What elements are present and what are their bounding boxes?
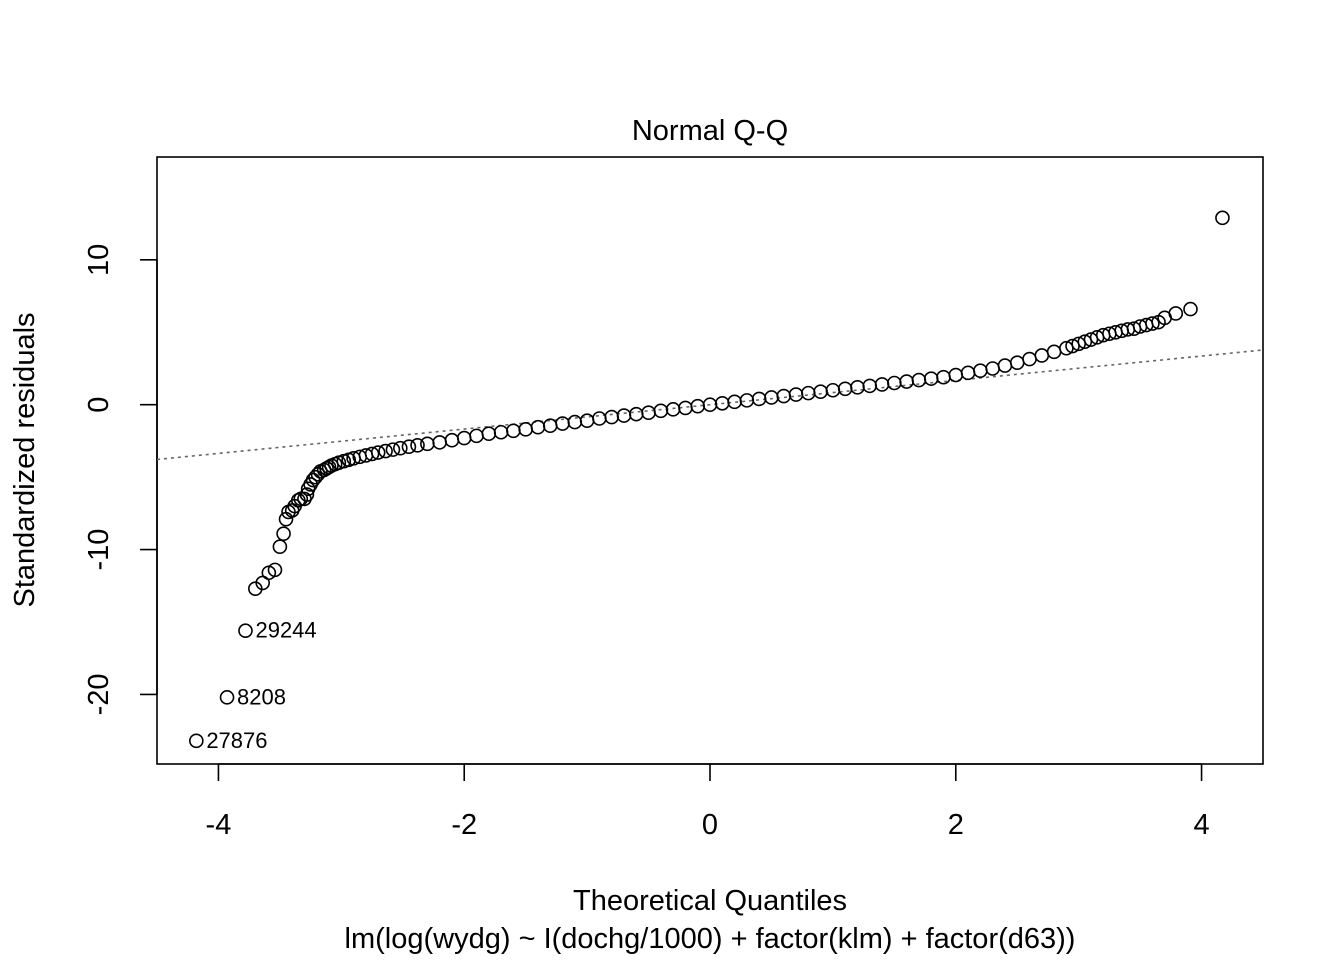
data-point bbox=[764, 390, 779, 405]
chart-subtitle: lm(log(wydg) ~ I(dochg/1000) + factor(kl… bbox=[345, 923, 1076, 955]
data-point bbox=[444, 432, 460, 448]
data-point bbox=[1009, 355, 1025, 371]
data-point bbox=[493, 424, 509, 440]
data-point bbox=[219, 690, 235, 705]
data-point bbox=[370, 445, 386, 460]
data-point bbox=[1034, 348, 1050, 363]
data-point bbox=[410, 437, 425, 453]
x-tick-label: 2 bbox=[948, 809, 964, 841]
x-axis-title: Theoretical Quantiles bbox=[573, 885, 847, 917]
data-point bbox=[936, 369, 951, 385]
data-point bbox=[616, 408, 632, 423]
data-point bbox=[653, 403, 669, 419]
data-point bbox=[420, 436, 435, 452]
data-point bbox=[997, 358, 1013, 373]
data-point bbox=[276, 526, 291, 541]
data-point bbox=[579, 413, 595, 428]
data-point bbox=[948, 367, 964, 383]
y-tick-label: -10 bbox=[83, 529, 115, 571]
data-point bbox=[506, 423, 521, 439]
y-tick-label: 0 bbox=[83, 397, 115, 413]
data-point bbox=[1168, 306, 1184, 321]
data-point bbox=[469, 428, 484, 444]
x-tick-label: -4 bbox=[206, 809, 232, 841]
data-point bbox=[530, 419, 546, 435]
data-point bbox=[874, 377, 890, 392]
data-point bbox=[862, 378, 878, 394]
outlier-label: 8208 bbox=[237, 684, 286, 709]
data-point bbox=[727, 394, 742, 410]
data-point bbox=[272, 539, 288, 554]
reference-line bbox=[156, 349, 1264, 461]
data-point bbox=[385, 442, 401, 457]
data-point bbox=[776, 388, 792, 404]
data-point bbox=[1183, 301, 1198, 317]
data-point bbox=[985, 361, 1000, 376]
data-point bbox=[1022, 351, 1037, 367]
y-axis: -20 -10 0 10 bbox=[83, 244, 158, 716]
data-point bbox=[378, 443, 393, 459]
data-point bbox=[801, 385, 816, 401]
data-point bbox=[456, 430, 472, 446]
y-axis-title: Standardized residuals bbox=[9, 312, 41, 607]
data-point bbox=[899, 374, 914, 389]
data-point bbox=[481, 426, 497, 441]
data-point bbox=[604, 409, 619, 425]
data-point bbox=[189, 733, 204, 749]
x-tick-label: 4 bbox=[1193, 809, 1209, 841]
data-point bbox=[825, 382, 841, 398]
outlier-label: 27876 bbox=[206, 728, 267, 753]
x-tick-label: -2 bbox=[451, 809, 477, 841]
data-point bbox=[238, 623, 253, 639]
data-point bbox=[641, 405, 656, 420]
data-point bbox=[837, 381, 853, 397]
data-point bbox=[813, 384, 828, 399]
data-point bbox=[567, 414, 583, 430]
y-tick-label: 10 bbox=[83, 244, 115, 276]
data-point bbox=[299, 487, 315, 502]
y-tick-label: -20 bbox=[83, 674, 115, 716]
data-point bbox=[628, 406, 644, 422]
data-point bbox=[592, 411, 607, 426]
data-point bbox=[973, 363, 988, 378]
data-point bbox=[788, 387, 804, 402]
data-point bbox=[393, 440, 408, 456]
data-point bbox=[542, 418, 558, 434]
outlier-label: 29244 bbox=[255, 618, 316, 643]
data-point bbox=[887, 375, 902, 391]
data-point bbox=[1046, 344, 1062, 360]
data-point bbox=[432, 435, 447, 450]
data-point bbox=[364, 446, 380, 462]
x-tick-label: 0 bbox=[702, 809, 718, 841]
data-point bbox=[401, 439, 417, 455]
data-point bbox=[960, 365, 976, 381]
data-point bbox=[850, 380, 865, 395]
x-axis: -4 -2 0 2 4 bbox=[206, 763, 1210, 841]
point-labels: 27876 8208 29244 bbox=[206, 618, 316, 753]
chart-title: Normal Q-Q bbox=[632, 115, 788, 147]
plot-frame bbox=[156, 156, 1264, 765]
data-points bbox=[189, 210, 1230, 749]
data-point bbox=[278, 511, 294, 527]
data-point bbox=[1145, 316, 1160, 331]
data-point bbox=[267, 562, 283, 578]
data-point bbox=[1215, 210, 1230, 226]
data-point bbox=[665, 402, 681, 417]
data-point bbox=[518, 422, 533, 437]
